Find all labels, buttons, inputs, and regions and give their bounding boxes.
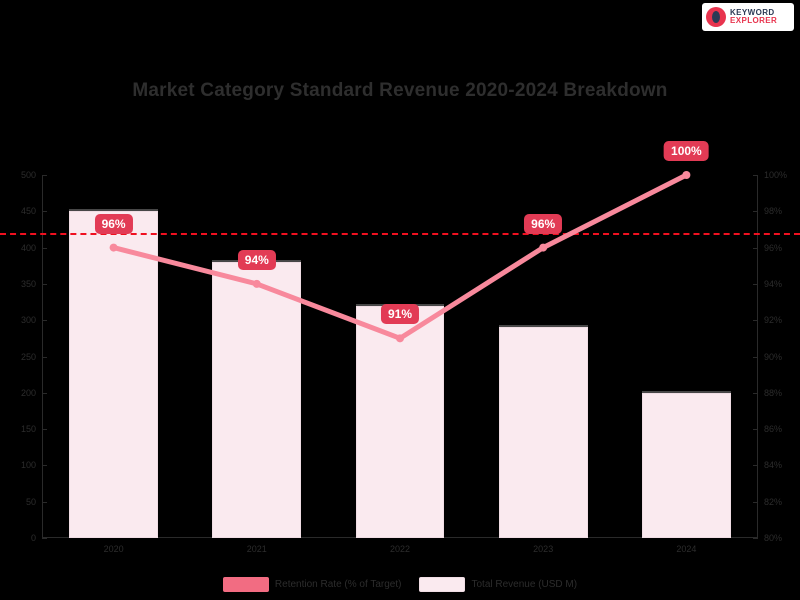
data-label: 94% [237, 249, 276, 270]
legend-swatch-total-revenue [419, 577, 466, 592]
y-tick-label-left: 300 [20, 315, 36, 326]
y-tick-label-right: 90% [764, 351, 783, 362]
plot-area: 500 450 400 350 300 250 200 150 100 50 0 100% 98% 96… [0, 141, 800, 554]
brand-logo[interactable]: KEYWORD EXPLORER [702, 3, 794, 31]
y-tick-label-right: 84% [764, 460, 783, 471]
bar[interactable] [498, 327, 588, 538]
data-label: 100% [664, 141, 709, 161]
bar[interactable] [642, 392, 731, 538]
y-tick-label-left: 150 [20, 424, 36, 435]
y-tick-label-left: 100 [20, 460, 36, 471]
y-tick-label-right: 100% [764, 170, 788, 180]
reference-line-dashed [0, 233, 800, 236]
x-axis-label: 2024 [676, 544, 697, 554]
legend-swatch-retention-rate [222, 577, 269, 592]
y-tick-right [753, 175, 758, 176]
y-tick-label-right: 82% [764, 496, 783, 507]
line-marker[interactable] [109, 243, 118, 252]
bar[interactable] [212, 262, 302, 538]
y-tick-left [42, 320, 47, 322]
y-tick-label-left: 450 [20, 206, 36, 217]
line-marker[interactable] [682, 171, 691, 179]
y-tick-right [753, 211, 758, 213]
y-tick-label-right: 98% [764, 206, 783, 217]
line-marker[interactable] [252, 279, 261, 288]
x-axis-label: 2023 [533, 544, 554, 554]
legend-item-retention-rate[interactable]: Retention Rate (% of Target) [222, 577, 402, 592]
bar[interactable] [355, 305, 445, 538]
logo-line-1: KEYWORD [730, 8, 775, 17]
y-tick-left [42, 283, 47, 285]
y-tick-label-left: 350 [20, 278, 36, 289]
y-tick-right [753, 465, 758, 467]
y-tick-label-left: 500 [20, 170, 36, 180]
line-marker[interactable] [539, 243, 548, 252]
y-tick-left [42, 392, 47, 394]
y-tick-left [42, 501, 47, 503]
y-tick-label-right: 96% [764, 242, 783, 253]
y-tick-label-left: 50 [25, 496, 36, 507]
y-tick-label-right: 80% [764, 533, 783, 543]
data-label: 91% [380, 304, 420, 325]
y-tick-right [753, 392, 758, 394]
line-marker[interactable] [396, 334, 404, 343]
logo-wordmark: KEYWORD EXPLORER [730, 9, 777, 25]
y-tick-right [753, 283, 758, 285]
y-tick-left [42, 247, 47, 249]
line-series [109, 171, 691, 343]
y-tick-label-right: 86% [764, 424, 783, 435]
legend-label-retention-rate: Retention Rate (% of Target) [274, 579, 402, 590]
y-tick-left [42, 211, 47, 213]
chart-title: Market Category Standard Revenue 2020-20… [132, 80, 668, 101]
y-tick-left [42, 175, 47, 176]
legend-item-total-revenue[interactable]: Total Revenue (USD M) [419, 577, 577, 592]
x-axis-label: 2021 [246, 544, 267, 554]
y-tick-label-right: 92% [764, 315, 783, 326]
x-axis-label: 2022 [389, 544, 411, 554]
y-tick-left [42, 429, 47, 431]
y-tick-left [42, 538, 47, 539]
y-tick-label-left: 0 [30, 533, 36, 543]
legend-label-total-revenue: Total Revenue (USD M) [471, 579, 578, 590]
chart-legend: Retention Rate (% of Target) Total Reven… [0, 577, 800, 592]
y-tick-label-left: 200 [20, 387, 36, 398]
y-tick-right [753, 429, 758, 431]
logo-mark-icon [706, 7, 726, 27]
logo-line-2: EXPLORER [730, 16, 778, 25]
y-tick-left [42, 356, 47, 358]
y-tick-label-left: 400 [20, 242, 36, 253]
data-label: 96% [94, 213, 133, 234]
y-tick-label-right: 88% [764, 387, 783, 398]
y-tick-label-right: 94% [764, 278, 783, 289]
y-tick-right [753, 320, 758, 322]
y-tick-label-left: 250 [20, 351, 36, 362]
y-tick-right [753, 501, 758, 503]
y-tick-right [753, 247, 758, 249]
bar[interactable] [69, 211, 158, 538]
y-tick-right [753, 356, 758, 358]
x-axis-label: 2020 [103, 544, 124, 554]
y-tick-right [753, 538, 758, 539]
data-label: 96% [524, 213, 563, 234]
y-tick-left [42, 465, 47, 467]
